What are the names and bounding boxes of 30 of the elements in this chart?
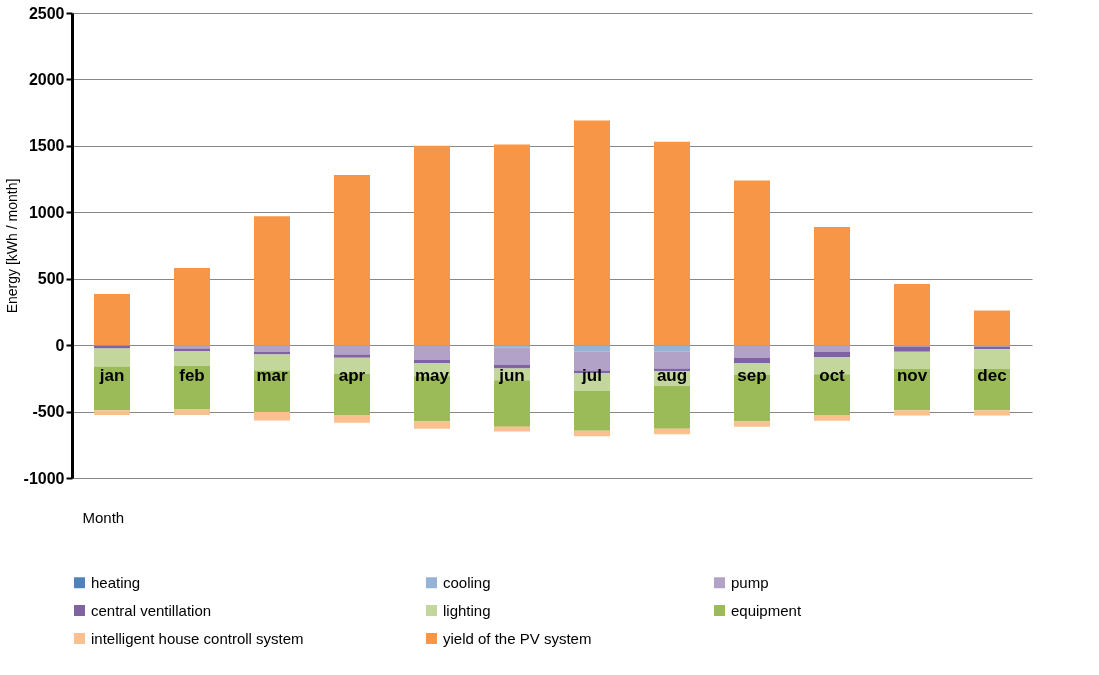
y-tick-label: 2000: [28, 70, 65, 88]
legend-label: lighting: [443, 601, 491, 619]
x-tick-label: jan: [98, 365, 125, 385]
x-tick-label: mar: [256, 365, 288, 385]
y-tick-label: 500: [37, 270, 65, 288]
y-tick-label: 2500: [28, 4, 65, 22]
x-tick-label: apr: [338, 365, 366, 385]
y-tick-label: -500: [32, 403, 65, 421]
x-tick-label: may: [414, 365, 450, 385]
x-tick-label: sep: [737, 365, 767, 385]
x-axis-title: Month: [82, 508, 125, 526]
legend-label: pump: [731, 573, 769, 591]
legend-label: intelligent house controll system: [91, 629, 304, 647]
y-tick-label: -1000: [23, 469, 65, 487]
x-tick-label: nov: [896, 365, 928, 385]
x-tick-label: dec: [977, 365, 1007, 385]
y-tick-label: 0: [55, 336, 65, 354]
legend-label: equipment: [731, 601, 802, 619]
x-tick-label: jul: [581, 365, 602, 385]
legend-label: yield of the PV system: [443, 629, 592, 647]
legend-label: central ventillation: [91, 601, 212, 619]
x-tick-label: jun: [498, 365, 525, 385]
x-tick-label: feb: [179, 365, 205, 385]
x-tick-label: oct: [819, 365, 846, 385]
y-tick-label: 1000: [28, 203, 65, 221]
x-tick-label: aug: [656, 365, 688, 385]
legend-label: heating: [91, 573, 141, 591]
y-tick-label: 1500: [28, 137, 65, 155]
y-axis-title: Energy [kWh / month]: [3, 178, 20, 314]
legend-label: cooling: [443, 573, 491, 591]
